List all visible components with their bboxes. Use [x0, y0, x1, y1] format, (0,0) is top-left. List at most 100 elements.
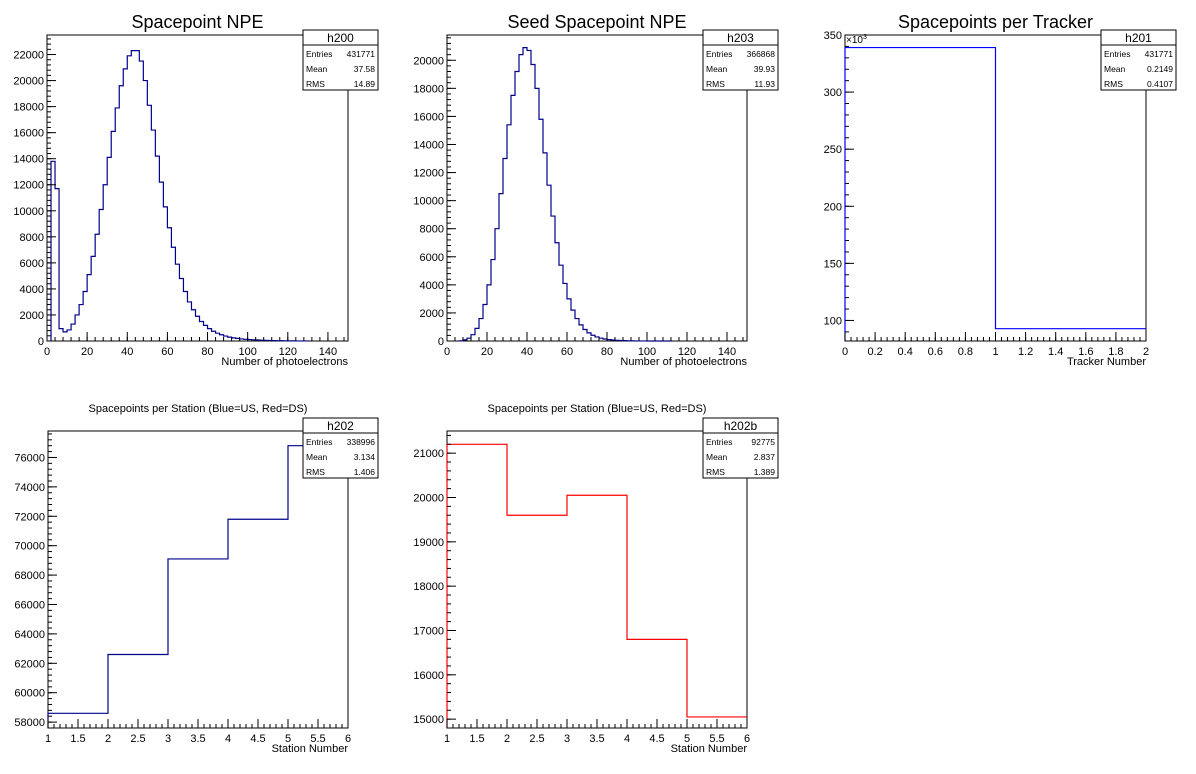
x-tick-label: 4	[225, 733, 231, 745]
histogram-bin	[115, 108, 119, 341]
y-tick-label: 0	[38, 336, 44, 348]
stats-box-frame	[1100, 29, 1177, 91]
y-tick-label: 60000	[14, 688, 45, 700]
x-tick-label: 120	[279, 346, 297, 358]
histogram-bin	[108, 654, 168, 728]
histogram-bin	[559, 265, 563, 341]
stats-mean-value: 39.93	[754, 64, 776, 74]
histogram-bin	[599, 338, 603, 341]
histogram-bin	[555, 243, 559, 341]
histogram-bin	[159, 182, 163, 341]
histogram-line	[458, 47, 672, 342]
x-tick-label: 4.5	[649, 733, 664, 745]
stats-entries-value: 338996	[347, 437, 376, 447]
histogram-bin	[67, 330, 71, 341]
histogram-bin	[83, 292, 87, 341]
histogram-bin	[467, 338, 471, 341]
x-axis-label: Station Number	[671, 743, 748, 755]
histogram-bin	[571, 310, 575, 341]
histogram-bin	[483, 305, 487, 341]
histogram-bin	[163, 207, 167, 341]
stats-entries-label: Entries	[706, 437, 732, 447]
x-tick-label: 1.6	[1078, 346, 1093, 358]
histogram-bin	[615, 340, 619, 341]
stats-entries-value: 92775	[751, 437, 775, 447]
chart-title: Spacepoints per Station (Blue=US, Red=DS…	[488, 403, 707, 415]
histogram-bin	[519, 55, 523, 341]
histogram-bin	[224, 336, 228, 341]
histogram-bin	[103, 185, 107, 341]
histogram-bin	[256, 340, 260, 341]
x-tick-label: 20	[481, 346, 493, 358]
x-tick-label: 140	[319, 346, 337, 358]
histogram-bin	[191, 310, 195, 341]
y-tick-label: 250	[824, 144, 842, 156]
x-tick-label: 0	[842, 346, 848, 358]
histogram-bin	[107, 157, 111, 341]
histogram-bin	[208, 329, 212, 341]
stats-mean-value: 37.58	[354, 64, 376, 74]
x-tick-label: 60	[161, 346, 173, 358]
histogram-bin	[547, 185, 551, 341]
histogram-bin	[99, 209, 103, 341]
stats-box-frame	[702, 29, 779, 91]
chart-title: Spacepoints per Tracker	[898, 12, 1093, 32]
x-tick-label: 1.5	[70, 733, 85, 745]
x-axis-label: Number of photoelectrons	[620, 356, 747, 368]
histogram-bin	[499, 194, 503, 341]
x-tick-label: 0	[444, 346, 450, 358]
y-axis-multiplier-base: ×10	[846, 35, 863, 46]
x-tick-label: 0.4	[898, 346, 913, 358]
histogram-bin	[175, 264, 179, 341]
histogram-bin	[607, 340, 611, 341]
x-tick-label: 1	[444, 733, 450, 745]
histogram-bin	[288, 446, 348, 728]
y-tick-label: 74000	[14, 482, 45, 494]
x-tick-label: 3	[165, 733, 171, 745]
stats-histogram-name: h203	[727, 31, 754, 45]
stats-box-frame	[702, 417, 779, 479]
y-tick-label: 10000	[413, 196, 444, 208]
y-tick-label: 18000	[413, 83, 444, 95]
histogram-bin	[240, 339, 244, 341]
y-tick-label: 100	[824, 315, 842, 327]
y-tick-label: 14000	[13, 154, 44, 166]
y-tick-label: 10000	[13, 206, 44, 218]
stats-mean-label: Mean	[1104, 64, 1126, 74]
x-tick-label: 80	[201, 346, 213, 358]
stats-mean-label: Mean	[306, 452, 328, 462]
histogram-bin	[139, 61, 143, 341]
histogram-bin	[579, 325, 583, 341]
y-tick-label: 8000	[420, 224, 444, 236]
x-tick-label: 4.5	[250, 733, 265, 745]
x-tick-label: 2	[105, 733, 111, 745]
x-tick-label: 4	[624, 733, 630, 745]
chart-panel-h203: Seed Spacepoint NPE 0 20 40 60 80 100 120 140 0 20…	[413, 12, 779, 368]
stats-mean-label: Mean	[706, 452, 728, 462]
y-tick-label: 4000	[20, 284, 44, 296]
stats-rms-label: RMS	[306, 467, 325, 477]
x-axis-label: Station Number	[272, 743, 349, 755]
histogram-bin	[168, 559, 228, 728]
x-tick-label: 60	[561, 346, 573, 358]
histogram-bin	[535, 88, 539, 341]
stats-entries-label: Entries	[306, 49, 332, 59]
histogram-bin	[996, 329, 1147, 341]
histogram-bin	[95, 234, 99, 341]
stats-box-frame	[302, 417, 379, 479]
histogram-bin	[507, 515, 567, 728]
stats-entries-value: 431771	[347, 49, 376, 59]
stats-rms-label: RMS	[706, 467, 725, 477]
y-tick-label: 58000	[14, 717, 45, 729]
y-tick-label: 150	[824, 258, 842, 270]
stats-rms-label: RMS	[1104, 79, 1123, 89]
histogram-bin	[232, 338, 236, 341]
x-tick-label: 6	[345, 733, 351, 745]
stats-entries-label: Entries	[306, 437, 332, 447]
y-tick-label: 20000	[413, 492, 444, 504]
stats-rms-value: 0.4107	[1147, 79, 1173, 89]
stats-histogram-name: h202	[327, 419, 354, 433]
stats-mean-label: Mean	[306, 64, 328, 74]
stats-rms-value: 14.89	[354, 79, 376, 89]
chart-panel-h202: Spacepoints per Station (Blue=US, Red=DS…	[14, 403, 379, 755]
